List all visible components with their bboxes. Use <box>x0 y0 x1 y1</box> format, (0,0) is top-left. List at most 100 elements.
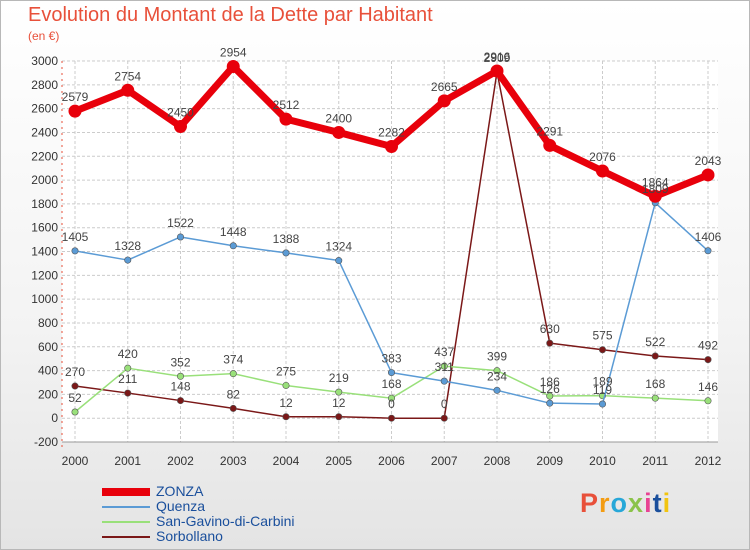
legend-swatch <box>102 505 150 508</box>
data-point <box>177 397 185 405</box>
data-label: 234 <box>487 369 507 383</box>
data-point <box>124 256 132 264</box>
data-point <box>651 352 659 360</box>
y-tick-label: 1800 <box>31 197 58 211</box>
data-point <box>546 339 554 347</box>
data-label: 126 <box>540 382 560 396</box>
data-point <box>332 125 346 139</box>
data-label: 1388 <box>273 232 300 246</box>
y-tick-label: 2600 <box>31 102 58 116</box>
data-label: 1522 <box>167 216 194 230</box>
data-label: 1324 <box>325 240 352 254</box>
x-tick-label: 2005 <box>325 454 352 468</box>
data-point <box>440 362 448 370</box>
data-label: 270 <box>65 365 85 379</box>
data-label: 2665 <box>431 80 458 94</box>
data-point <box>385 139 398 153</box>
data-point <box>387 369 395 377</box>
data-label: 522 <box>645 335 665 349</box>
x-tick-label: 2008 <box>484 454 511 468</box>
legend-label: San-Gavino-di-Carbini <box>156 513 295 529</box>
data-label: 1405 <box>62 230 89 244</box>
y-tick-label: 2200 <box>31 149 58 163</box>
data-point <box>335 413 343 421</box>
x-tick-label: 2002 <box>167 454 194 468</box>
data-label: 275 <box>276 364 296 378</box>
legend-swatch <box>102 520 150 523</box>
data-label: 352 <box>170 355 190 369</box>
data-point <box>546 399 554 407</box>
data-point <box>124 364 132 372</box>
data-label: 2400 <box>325 111 352 125</box>
data-label: 189 <box>592 375 612 389</box>
data-point <box>598 400 606 408</box>
data-label: 2282 <box>378 125 405 139</box>
data-point <box>335 388 343 396</box>
data-point <box>387 414 395 422</box>
y-tick-label: -200 <box>34 435 58 449</box>
data-label: 2043 <box>695 154 722 168</box>
data-point <box>124 389 132 397</box>
data-label: 1864 <box>642 175 669 189</box>
data-point <box>177 372 185 380</box>
data-point <box>177 233 185 241</box>
data-point <box>648 189 662 203</box>
legend-item: Sorbollano <box>102 529 295 544</box>
y-tick-label: 1200 <box>31 268 58 282</box>
data-label: 2512 <box>273 98 300 112</box>
data-point <box>493 386 501 394</box>
x-tick-label: 2011 <box>642 454 668 468</box>
y-tick-label: 200 <box>38 387 58 401</box>
data-point <box>121 83 135 97</box>
data-label: 420 <box>118 347 138 361</box>
x-tick-label: 2006 <box>378 454 405 468</box>
data-label: 2754 <box>114 69 141 83</box>
data-point <box>387 394 395 402</box>
data-point <box>229 404 237 412</box>
data-point <box>229 242 237 250</box>
legend-item: San-Gavino-di-Carbini <box>102 514 295 529</box>
legend-label: ZONZA <box>156 483 204 499</box>
data-point <box>598 346 606 354</box>
data-label: 2450 <box>167 105 194 119</box>
data-label: 2916 <box>484 50 511 64</box>
data-label: 311 <box>435 360 454 374</box>
data-label: 0 <box>388 397 395 411</box>
data-label: 1448 <box>220 225 247 239</box>
data-label: 0 <box>441 397 448 411</box>
data-label: 146 <box>698 380 718 394</box>
data-label: 630 <box>540 322 560 336</box>
data-label: 2909 <box>484 51 511 65</box>
legend-swatch <box>102 487 150 496</box>
x-tick-label: 2000 <box>62 454 89 468</box>
data-point <box>546 392 554 400</box>
data-point <box>543 138 557 152</box>
data-label: 219 <box>329 371 349 385</box>
x-tick-label: 2004 <box>273 454 300 468</box>
y-tick-label: 0 <box>51 411 58 425</box>
legend-label: Sorbollano <box>156 528 223 544</box>
proxiti-logo: Proxiti <box>580 488 672 518</box>
y-tick-label: 2000 <box>31 173 58 187</box>
y-tick-label: 3000 <box>31 54 58 68</box>
legend-label: Quenza <box>156 498 206 514</box>
data-label: 2076 <box>589 150 616 164</box>
data-label: 437 <box>434 345 454 359</box>
y-tick-label: 1000 <box>31 292 58 306</box>
data-point <box>704 356 712 364</box>
y-tick-label: 600 <box>38 340 58 354</box>
y-tick-label: 400 <box>38 364 58 378</box>
data-label: 119 <box>593 383 612 397</box>
data-point <box>279 112 293 126</box>
data-point <box>68 104 82 118</box>
data-point <box>229 370 237 378</box>
data-point <box>701 168 715 182</box>
data-label: 211 <box>118 372 137 386</box>
y-tick-label: 2800 <box>31 78 58 92</box>
data-point <box>226 59 240 73</box>
data-label: 186 <box>540 375 560 389</box>
y-tick-label: 1600 <box>31 221 58 235</box>
data-label: 82 <box>227 387 241 401</box>
data-label: 575 <box>592 329 612 343</box>
